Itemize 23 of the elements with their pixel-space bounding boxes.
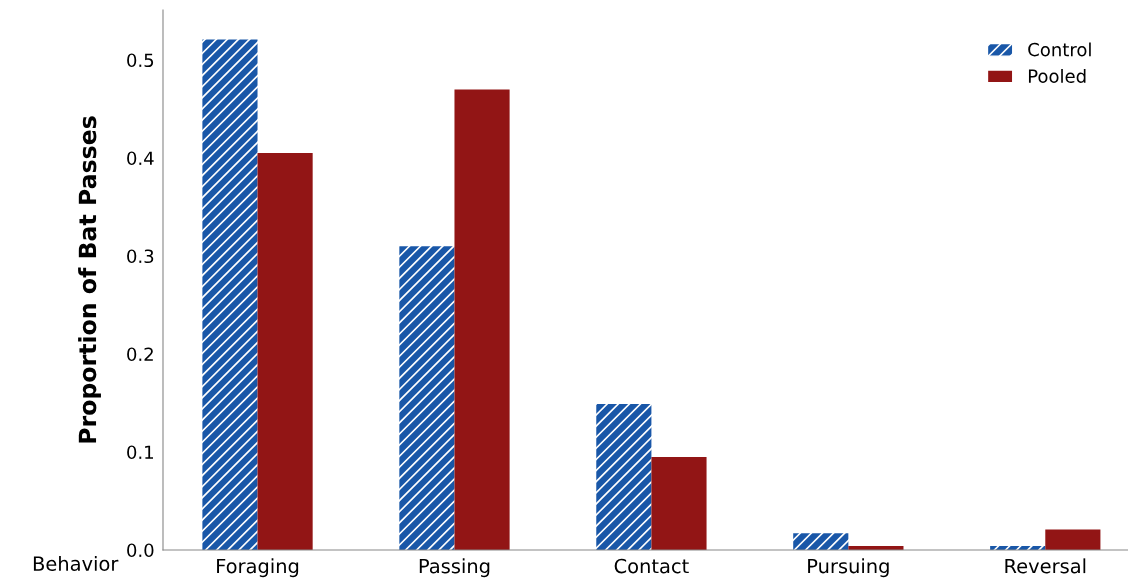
x-tick-label: Passing [419,558,490,578]
x-tick-label: Foraging [217,558,299,578]
x-tick-label: Pursuing [808,558,889,578]
y-tick-label: 0.0 [127,543,154,558]
bar [257,153,313,550]
legend-label: Pooled [1028,68,1086,83]
y-axis-title: Proportion of Bat Passes [78,116,101,443]
x-tick-label: Contact [614,558,689,574]
y-tick-label: 0.5 [127,53,154,68]
y-tick-label: 0.2 [127,347,153,362]
x-tick-label: Reversal [1005,558,1086,574]
bar [454,89,510,550]
bar [651,456,707,550]
x-axis-title: Behavior [33,555,119,571]
bar [793,533,849,550]
y-tick-label: 0.1 [127,445,153,460]
bar [1045,529,1101,550]
bar [596,403,652,550]
bar [399,246,455,550]
y-tick-label: 0.4 [127,151,154,166]
y-tick-label: 0.3 [127,249,154,264]
bar [202,39,258,550]
legend-label: Control [1028,42,1091,57]
